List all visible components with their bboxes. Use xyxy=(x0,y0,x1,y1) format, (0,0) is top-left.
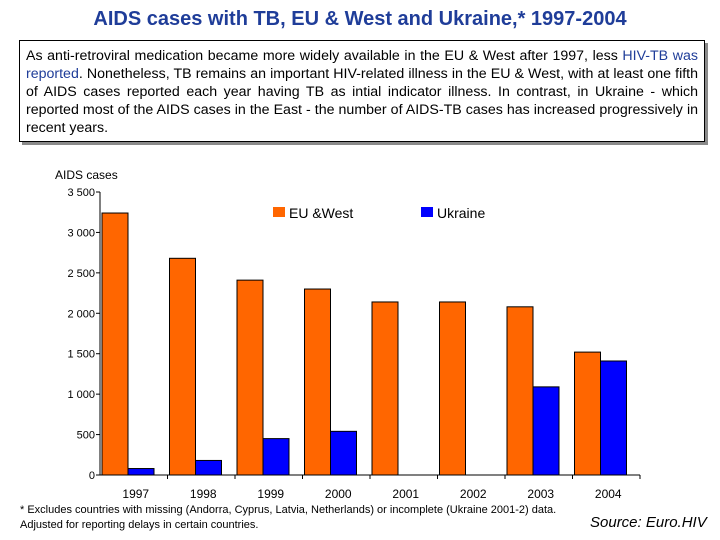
y-tick-label: 3 000 xyxy=(67,227,95,239)
x-tick-label: 2002 xyxy=(460,487,487,501)
legend-label: EU &West xyxy=(289,205,353,221)
bar-ukraine-2004 xyxy=(600,360,627,476)
bar-ukraine-1999 xyxy=(262,438,290,476)
intro-text-part2: . Nonetheless, TB remains an important H… xyxy=(26,66,698,136)
y-tick-label: 1 000 xyxy=(67,389,95,401)
legend-label: Ukraine xyxy=(437,205,485,221)
x-tick-label: 2001 xyxy=(392,487,419,501)
y-tick-label: 0 xyxy=(89,470,95,482)
y-tick-label: 500 xyxy=(77,430,95,442)
bar-ukraine-2003 xyxy=(532,386,560,476)
x-tick-label: 2003 xyxy=(527,487,554,501)
legend-swatch xyxy=(273,207,285,217)
intro-text-box: As anti-retroviral medication became mor… xyxy=(19,40,705,142)
bar-eu-west-2003 xyxy=(506,306,534,476)
bar-eu-west-2001 xyxy=(371,301,399,476)
page-title: AIDS cases with TB, EU & West and Ukrain… xyxy=(93,8,627,30)
legend-swatch xyxy=(421,207,433,217)
x-tick-label: 1998 xyxy=(190,487,217,501)
intro-highlight: HIV-TB was reported xyxy=(26,48,698,82)
bar-eu-west-2002 xyxy=(439,301,466,476)
bar-eu-west-2004 xyxy=(574,351,601,476)
x-tick-label: 2004 xyxy=(595,487,622,501)
y-tick-label: 2 500 xyxy=(67,268,95,280)
source-credit: Source: Euro.HIV xyxy=(590,514,707,531)
y-tick-label: 3 500 xyxy=(67,187,95,199)
bar-ukraine-1998 xyxy=(195,459,222,476)
y-axis-label: AIDS cases xyxy=(55,168,118,182)
x-tick-label: 1999 xyxy=(257,487,284,501)
x-tick-label: 2000 xyxy=(325,487,352,501)
bar-ukraine-2000 xyxy=(330,430,357,476)
bar-eu-west-2000 xyxy=(304,288,331,476)
bar-ukraine-1997 xyxy=(127,468,155,476)
y-tick-label: 2 000 xyxy=(67,308,95,320)
bar-eu-west-1998 xyxy=(169,257,196,476)
y-tick-label: 1 500 xyxy=(67,349,95,361)
x-tick-label: 1997 xyxy=(122,487,149,501)
bar-eu-west-1999 xyxy=(236,279,264,476)
footnote: * Excludes countries with missing (Andor… xyxy=(20,504,557,531)
bar-eu-west-1997 xyxy=(101,212,129,476)
intro-text-part1: As anti-retroviral medication became mor… xyxy=(26,48,618,64)
